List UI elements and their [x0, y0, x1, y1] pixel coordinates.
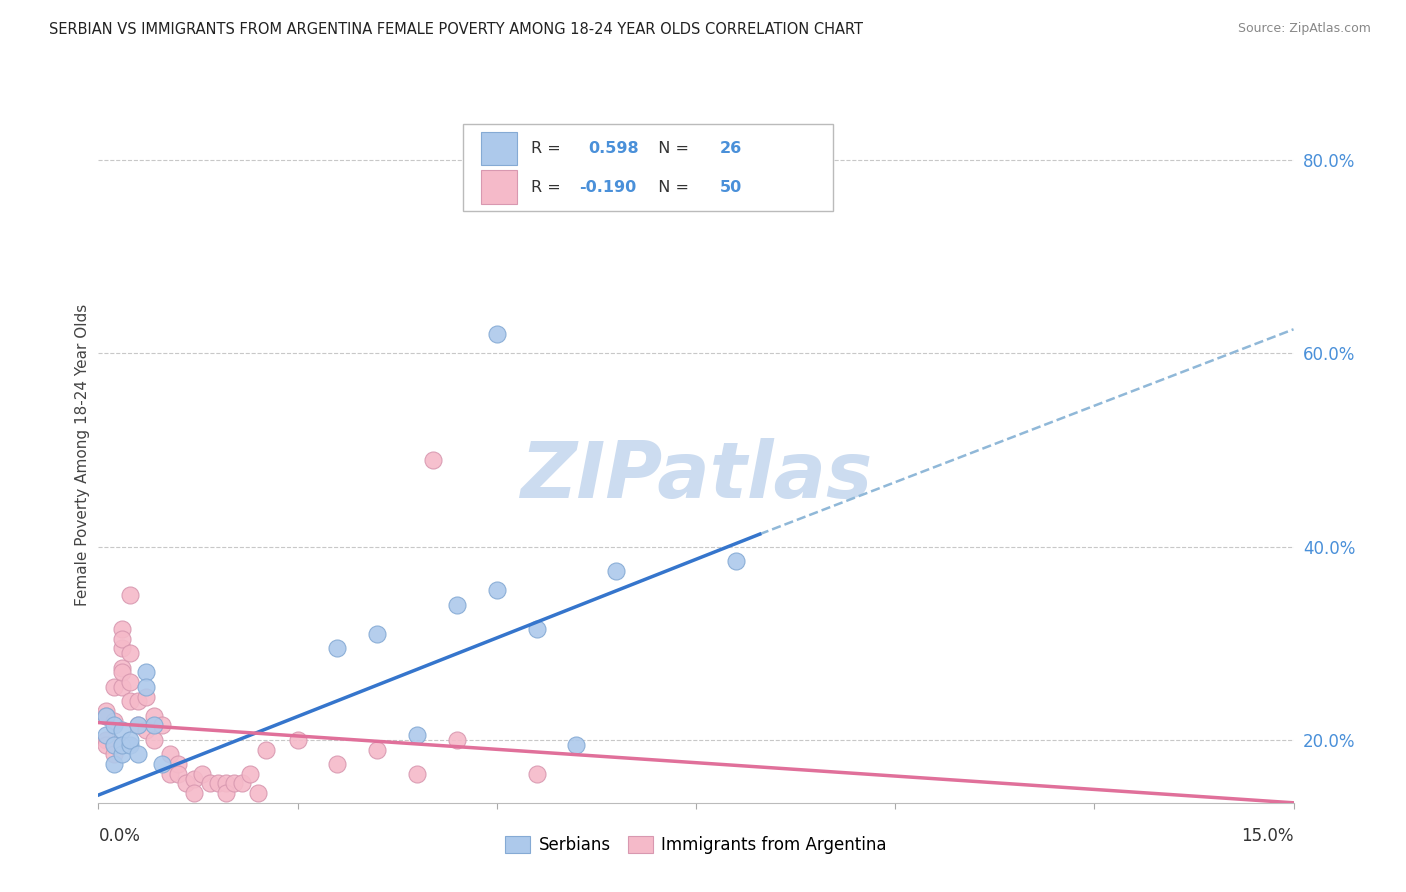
Point: [120, 675, 142, 690]
Point: [167, 757, 190, 772]
Point: [526, 766, 548, 781]
Point: [135, 680, 157, 694]
Point: [127, 718, 149, 732]
Point: [446, 733, 468, 747]
Point: [111, 665, 134, 680]
Legend: Serbians, Immigrants from Argentina: Serbians, Immigrants from Argentina: [499, 829, 893, 861]
Point: [183, 772, 205, 786]
Point: [111, 622, 134, 636]
Point: [96, 728, 118, 742]
Point: [120, 694, 142, 708]
FancyBboxPatch shape: [481, 132, 517, 166]
Point: [191, 766, 214, 781]
Text: N =: N =: [648, 179, 695, 194]
Point: [406, 728, 429, 742]
Point: [120, 738, 142, 752]
Point: [103, 718, 125, 732]
Point: [884, 873, 907, 888]
Point: [207, 776, 229, 790]
Point: [526, 622, 548, 636]
Text: SERBIAN VS IMMIGRANTS FROM ARGENTINA FEMALE POVERTY AMONG 18-24 YEAR OLDS CORREL: SERBIAN VS IMMIGRANTS FROM ARGENTINA FEM…: [49, 22, 863, 37]
Point: [111, 747, 134, 762]
Point: [103, 738, 125, 752]
Point: [565, 738, 588, 752]
Point: [326, 641, 349, 656]
Text: 0.0%: 0.0%: [98, 827, 141, 845]
Point: [406, 766, 429, 781]
Point: [111, 632, 134, 646]
Point: [103, 714, 125, 728]
Point: [215, 776, 238, 790]
FancyBboxPatch shape: [481, 170, 517, 203]
Point: [167, 766, 190, 781]
Point: [143, 718, 166, 732]
Point: [485, 583, 508, 598]
Point: [150, 718, 173, 732]
Point: [96, 704, 118, 718]
Point: [111, 680, 134, 694]
Text: N =: N =: [648, 141, 695, 156]
Point: [111, 660, 134, 674]
Point: [96, 708, 118, 723]
Point: [96, 738, 118, 752]
Point: [150, 757, 173, 772]
Point: [143, 708, 166, 723]
Point: [215, 786, 238, 800]
Point: [231, 776, 253, 790]
Text: 15.0%: 15.0%: [1241, 827, 1294, 845]
Point: [326, 757, 349, 772]
Point: [143, 733, 166, 747]
Point: [111, 738, 134, 752]
Point: [103, 738, 125, 752]
Point: [120, 646, 142, 660]
Point: [222, 776, 245, 790]
Point: [96, 733, 118, 747]
Point: [111, 641, 134, 656]
Point: [135, 690, 157, 704]
Point: [287, 733, 309, 747]
Text: 26: 26: [720, 141, 742, 156]
FancyBboxPatch shape: [463, 124, 834, 211]
Text: 0.598: 0.598: [588, 141, 640, 156]
Point: [135, 665, 157, 680]
Point: [239, 766, 262, 781]
Text: R =: R =: [531, 141, 571, 156]
Point: [135, 723, 157, 738]
Point: [103, 757, 125, 772]
Point: [724, 554, 747, 568]
Point: [605, 564, 627, 578]
Text: 50: 50: [720, 179, 742, 194]
Point: [103, 680, 125, 694]
Point: [120, 588, 142, 602]
Point: [246, 786, 269, 800]
Text: ZIPatlas: ZIPatlas: [520, 438, 872, 514]
Y-axis label: Female Poverty Among 18-24 Year Olds: Female Poverty Among 18-24 Year Olds: [75, 304, 90, 606]
Point: [120, 733, 142, 747]
Point: [422, 452, 444, 467]
Point: [174, 776, 197, 790]
Point: [198, 776, 221, 790]
Text: -0.190: -0.190: [579, 179, 636, 194]
Point: [366, 626, 388, 640]
Point: [127, 694, 149, 708]
Point: [366, 742, 388, 756]
Point: [103, 747, 125, 762]
Point: [127, 747, 149, 762]
Point: [111, 723, 134, 738]
Point: [159, 766, 181, 781]
Point: [159, 747, 181, 762]
Point: [446, 598, 468, 612]
Text: R =: R =: [531, 179, 567, 194]
Point: [127, 718, 149, 732]
Point: [183, 786, 205, 800]
Point: [485, 327, 508, 342]
Point: [254, 742, 277, 756]
Point: [96, 708, 118, 723]
Text: Source: ZipAtlas.com: Source: ZipAtlas.com: [1237, 22, 1371, 36]
